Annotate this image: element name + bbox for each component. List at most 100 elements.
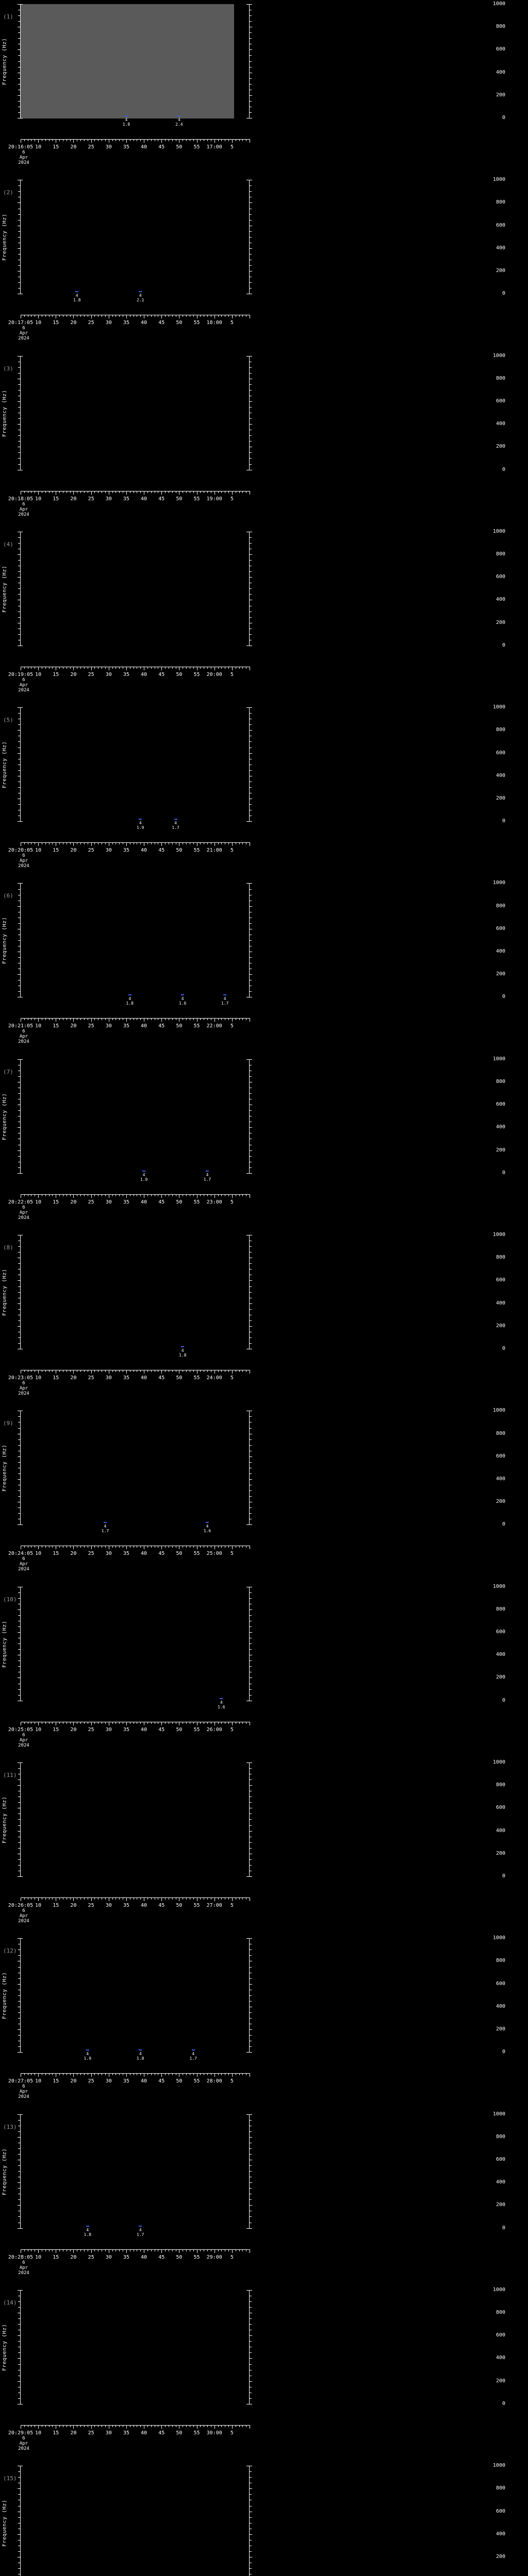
- spectrogram-panel[interactable]: 1000 800 600 400 200 0 Frequency (Hz) (5) 20:20:…: [0, 703, 528, 879]
- x-axis-tick: [91, 315, 92, 319]
- x-axis-tick-label: 30:00: [206, 2430, 222, 2436]
- x-axis-tick: [172, 842, 173, 845]
- spectrogram-image[interactable]: [21, 883, 234, 998]
- spectrogram-panel[interactable]: 1000 800 600 400 200 0 Frequency (Hz) (1) 20:16:…: [0, 0, 528, 176]
- y-axis-tick: [18, 543, 20, 544]
- x-axis-date-part: 2024: [18, 512, 29, 517]
- x-axis-tick-label: 5: [230, 2254, 234, 2260]
- spectrogram-panel[interactable]: 1000 800 600 400 200 0 Frequency (Hz) (6) 20:21:…: [0, 879, 528, 1055]
- y-axis-tick-label: 1000: [492, 2111, 505, 2117]
- y-axis-tick: [18, 1303, 20, 1304]
- spectrogram-image[interactable]: [21, 531, 234, 646]
- x-axis-tick: [186, 1018, 187, 1021]
- spectrogram-image[interactable]: [21, 355, 234, 470]
- x-axis-tick-label: 45: [158, 1199, 165, 1205]
- spectrogram-image[interactable]: [21, 2114, 234, 2229]
- y-axis-tick: [18, 1609, 20, 1610]
- spectrogram-image[interactable]: [21, 2290, 234, 2404]
- x-axis-tick-label: 40: [141, 2078, 147, 2084]
- detection-score: 4: [139, 821, 142, 826]
- spectrogram-image[interactable]: [21, 4, 234, 118]
- y-axis-tick: [250, 2029, 252, 2030]
- y-axis-tick: [250, 1473, 252, 1474]
- y-axis-tick: [18, 713, 20, 714]
- spectrogram-image[interactable]: [21, 180, 234, 295]
- x-axis-tick: [126, 1370, 127, 1374]
- x-axis-tick-label: 20:20:05: [8, 848, 34, 854]
- y-axis-tick: [250, 1677, 252, 1679]
- y-axis-tick: [250, 1848, 252, 1849]
- spectrogram-image[interactable]: [21, 1411, 234, 1526]
- x-axis-tick-label: 50: [176, 1551, 183, 1557]
- x-axis-tick: [193, 2425, 194, 2427]
- spectrogram-panel[interactable]: 1000 800 600 400 200 0 Frequency (Hz) (3) 20:18:…: [0, 352, 528, 528]
- x-axis-date-part: 6: [22, 1029, 25, 1035]
- y-axis-tick-label: 400: [496, 1476, 505, 1482]
- y-axis-tick: [250, 2205, 252, 2206]
- y-axis-right: [249, 180, 250, 295]
- spectrogram-image[interactable]: [21, 1586, 234, 1701]
- spectrogram-image[interactable]: [21, 1059, 234, 1174]
- spectrogram-panel[interactable]: 1000 800 600 400 200 0 Frequency (Hz) (2) 20:17:…: [0, 176, 528, 351]
- x-axis-date-part: 2024: [18, 1039, 29, 1045]
- y-axis-tick: [18, 730, 20, 731]
- x-axis-tick: [52, 2073, 53, 2076]
- spectrogram-panel[interactable]: 1000 800 600 400 200 0 Frequency (Hz) (11) 20:26…: [0, 1758, 528, 1934]
- x-axis-tick: [207, 315, 208, 317]
- x-axis-tick: [70, 842, 71, 845]
- y-axis-tick: [18, 49, 20, 50]
- x-axis-tick: [193, 842, 194, 845]
- x-axis-tick: [239, 315, 240, 317]
- x-axis-tick: [52, 1370, 53, 1372]
- y-axis-tick-label: 800: [496, 1782, 505, 1788]
- spectrogram-panel[interactable]: 1000 800 600 400 200 0 Frequency (Hz) (13) 20:28…: [0, 2110, 528, 2286]
- axis-cap: [246, 1762, 249, 1763]
- y-axis-tick-label: 600: [496, 2508, 505, 2514]
- y-axis-tick: [18, 1496, 20, 1497]
- spectrogram-panel[interactable]: 1000 800 600 400 200 0 Frequency (Hz) (10) 20:25…: [0, 1583, 528, 1758]
- spectrogram-image[interactable]: [21, 2466, 234, 2576]
- x-axis-date-part: Apr: [19, 155, 28, 160]
- x-axis-tick: [151, 2249, 152, 2251]
- x-axis-tick: [242, 1546, 243, 1548]
- spectrogram-image[interactable]: [21, 1235, 234, 1350]
- y-axis-tick-label: 600: [496, 2332, 505, 2338]
- y-axis-tick: [250, 1309, 252, 1310]
- axis-cap: [246, 883, 249, 884]
- y-axis-tick-label: 200: [496, 2553, 505, 2560]
- y-axis-tick: [250, 1768, 252, 1769]
- x-axis-tick: [200, 1897, 201, 1900]
- spectrogram-panel[interactable]: 1000 800 600 400 200 0 Frequency (Hz) (12) 20:27…: [0, 1934, 528, 2110]
- y-axis-tick: [18, 1173, 20, 1174]
- spectrogram-panel[interactable]: 1000 800 600 400 200 0 Frequency (Hz) (8) 20:23:…: [0, 1231, 528, 1406]
- x-axis-tick: [221, 1546, 222, 1548]
- x-axis-tick: [105, 2073, 106, 2076]
- x-axis-tick-label: 28:00: [206, 2078, 222, 2084]
- x-axis-tick: [91, 2073, 92, 2077]
- axis-cap: [246, 1524, 249, 1526]
- spectrogram-image[interactable]: [21, 707, 234, 822]
- axis-cap: [20, 2228, 23, 2229]
- axis-cap: [20, 4, 23, 5]
- x-axis-tick: [172, 1194, 173, 1196]
- y-axis-tick: [250, 1156, 252, 1157]
- spectrogram-panel[interactable]: 1000 800 600 400 200 0 Frequency (Hz) (7) 20:22:…: [0, 1055, 528, 1231]
- spectrogram-panel[interactable]: 1000 800 600 400 200 0 Frequency (Hz) (14) 20:29…: [0, 2286, 528, 2462]
- x-axis-date-part: 6: [22, 2435, 25, 2441]
- spectrogram-image[interactable]: [21, 1938, 234, 2053]
- spectrogram-panel[interactable]: 1000 800 600 400 200 0 Frequency (Hz) (9) 20:24:…: [0, 1406, 528, 1582]
- y-axis-tick-label: 800: [496, 2485, 505, 2492]
- spectrogram-image[interactable]: [21, 1762, 234, 1877]
- spectrogram-panel[interactable]: 1000 800 600 400 200 0 Frequency (Hz) (4) 20:19:…: [0, 528, 528, 703]
- y-axis-tick: [18, 219, 20, 221]
- y-axis-tick-label: 400: [496, 2531, 505, 2537]
- x-axis-tick: [207, 1546, 208, 1548]
- x-axis-tick: [91, 2249, 92, 2253]
- x-axis-tick-label: 20: [70, 1375, 77, 1381]
- x-axis-tick: [232, 490, 233, 495]
- y-axis-tick: [250, 560, 252, 561]
- x-axis-tick: [80, 842, 81, 845]
- x-axis-tick-label: 35: [123, 2430, 129, 2436]
- x-axis-tick-label: 45: [158, 671, 165, 677]
